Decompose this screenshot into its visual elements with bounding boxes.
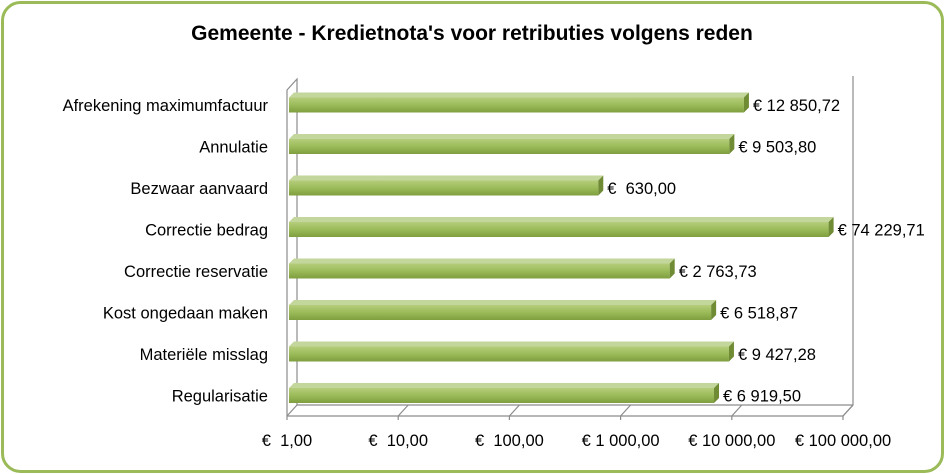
bar-end-face xyxy=(729,134,735,154)
bar-front-face xyxy=(289,346,729,362)
category-label: Materiële misslag xyxy=(140,346,268,364)
left-wall-line xyxy=(286,77,298,405)
category-label: Correctie bedrag xyxy=(145,222,268,240)
x-tick-label: € 100 000,00 xyxy=(795,432,891,450)
data-label: € 6 518,87 xyxy=(720,305,798,323)
bar-front-face xyxy=(289,97,744,113)
category-label: Bezwaar aanvaard xyxy=(130,180,268,198)
chart-walls xyxy=(286,76,854,417)
data-label: € 74 229,71 xyxy=(838,222,925,240)
bar xyxy=(289,341,734,362)
data-label: € 630,00 xyxy=(607,180,676,198)
x-tick-label: € 100,00 xyxy=(475,432,544,450)
bar-end-face xyxy=(714,383,720,403)
x-tick xyxy=(842,404,854,417)
category-label: Correctie reservatie xyxy=(124,263,268,281)
data-label: € 9 427,28 xyxy=(738,346,816,364)
chart-title: Gemeente - Kredietnota's voor retributie… xyxy=(191,22,753,45)
bar xyxy=(289,134,735,154)
data-label: € 6 919,50 xyxy=(723,388,801,406)
x-tick xyxy=(731,404,743,417)
x-tick-label: € 10 000,00 xyxy=(688,432,775,450)
y-axis: Afrekening maximumfactuur Annulatie Bezwaa… xyxy=(63,97,269,406)
bar-top-face xyxy=(289,258,675,264)
bar xyxy=(289,92,749,113)
bar-front-face xyxy=(289,388,715,403)
data-label: € 12 850,72 xyxy=(753,97,840,115)
x-tick-label: € 1 000,00 xyxy=(582,432,660,450)
bar-top-face xyxy=(289,175,604,181)
bar-end-face xyxy=(598,175,604,196)
bar-top-face xyxy=(289,383,720,388)
bar-front-face xyxy=(289,222,829,237)
x-tick-label: € 10,00 xyxy=(368,432,428,450)
data-label: € 2 763,73 xyxy=(679,263,757,281)
bar xyxy=(289,217,834,237)
bar-front-face xyxy=(289,139,730,154)
bar-end-face xyxy=(728,341,734,362)
x-tick xyxy=(620,404,632,417)
bar-top-face xyxy=(289,300,717,305)
x-tick xyxy=(286,404,298,417)
bar xyxy=(289,175,604,196)
bar-top-face xyxy=(289,341,734,347)
bar-end-face xyxy=(669,258,675,279)
x-tick-label: € 1,00 xyxy=(262,432,312,450)
x-axis: € 1,00 € 10,00 € 100,00 € 1 000,00 € 10 000,… xyxy=(262,404,891,450)
bar-end-face xyxy=(711,300,717,320)
category-label: Kost ongedaan maken xyxy=(103,305,268,323)
bars: € 12 850,72 € 9 503,80 € 630,00 € 74 229,71… xyxy=(289,92,925,406)
bar-top-face xyxy=(289,92,749,98)
data-label: € 9 503,80 xyxy=(738,139,816,157)
bar-end-face xyxy=(828,217,834,237)
bar xyxy=(289,258,675,279)
bar-top-face xyxy=(289,217,834,222)
x-tick xyxy=(508,404,520,417)
bar-front-face xyxy=(289,305,712,320)
bar xyxy=(289,383,720,403)
bar-front-face xyxy=(289,263,670,279)
category-label: Regularisatie xyxy=(172,388,268,406)
bar xyxy=(289,300,717,320)
category-label: Afrekening maximumfactuur xyxy=(63,97,269,115)
bar-top-face xyxy=(289,134,735,139)
bar-front-face xyxy=(289,180,599,196)
x-tick xyxy=(397,404,409,417)
bar-end-face xyxy=(743,92,749,113)
category-label: Annulatie xyxy=(199,139,268,157)
